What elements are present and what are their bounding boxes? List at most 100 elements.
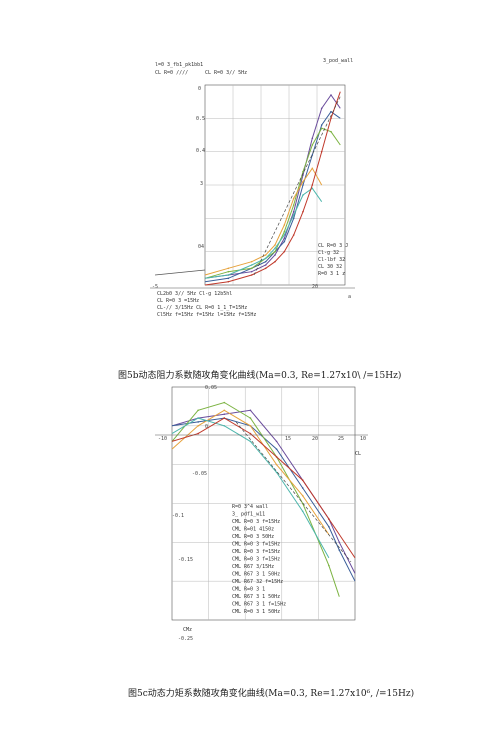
series-point bbox=[330, 117, 332, 120]
series-point bbox=[274, 260, 276, 263]
top-left-label: CL R=0 //// bbox=[155, 70, 188, 76]
legend-entry-bottom: Cl5Hz f=15Hz f=15Hz l=15Hz f=15Hz bbox=[157, 312, 256, 318]
legend-entry: CML R67 3 1 50Hz bbox=[232, 572, 280, 578]
series-point bbox=[249, 425, 252, 427]
series-line-2 bbox=[204, 111, 341, 283]
series-point bbox=[275, 471, 278, 474]
legend-entry: CML R67 3 1 50Hz bbox=[232, 594, 280, 600]
series-point bbox=[311, 144, 314, 146]
series-point bbox=[283, 250, 286, 253]
tick-label: -0.15 bbox=[178, 557, 193, 563]
series-point bbox=[227, 267, 230, 270]
series-point bbox=[223, 417, 226, 419]
caption-2: 图5c动态力矩系数随攻角变化曲线(Ma=0.3, Re=1.27x10⁶, /=… bbox=[128, 689, 415, 699]
series-point bbox=[301, 487, 304, 489]
chart-2: 0.05 0 -10 15 20 25 10 -0.05 -0.1 -0.15 -0.25 CMz CL… bbox=[155, 385, 368, 642]
series-point bbox=[320, 150, 323, 153]
series-point bbox=[301, 510, 304, 513]
series-point bbox=[250, 260, 253, 263]
tick-label: 20 bbox=[312, 284, 318, 290]
series-point bbox=[292, 204, 295, 206]
tick-label: -0.05 bbox=[192, 471, 207, 477]
series-point bbox=[338, 541, 341, 544]
series-point bbox=[250, 270, 253, 273]
series-point bbox=[223, 425, 226, 427]
lead-in-line bbox=[154, 269, 206, 276]
tick-label: 0.05 bbox=[205, 385, 217, 391]
series-point bbox=[301, 479, 304, 481]
series-point bbox=[227, 274, 230, 276]
series-point bbox=[274, 254, 276, 256]
top-left-label: l=0 3_fb1_pk1bb1 bbox=[155, 62, 203, 68]
tick-label: 20 bbox=[312, 436, 318, 442]
series-point bbox=[250, 267, 253, 270]
caption-1: 图5b动态阻力系数随攻角变化曲线(Ma=0.3, Re=1.27x10\ /=1… bbox=[118, 371, 402, 381]
series-point bbox=[311, 137, 314, 140]
legend-entry: CML R=0 3 1 50Hz bbox=[232, 609, 280, 615]
series-point bbox=[197, 421, 199, 423]
tick-label: 04 bbox=[198, 244, 204, 250]
series-point bbox=[227, 280, 230, 283]
series-line-6 bbox=[171, 417, 356, 559]
reference-dashed-line bbox=[235, 421, 352, 562]
tick-label: -0.1 bbox=[172, 513, 184, 519]
tick-label: 0.4 bbox=[196, 148, 205, 154]
legend-entry-bottom: CL-// 3/15Hz CL R=0 1_1_T=15Hz bbox=[157, 305, 247, 311]
tick-label: 0 bbox=[205, 424, 208, 430]
series-point bbox=[320, 124, 323, 126]
legend-entry: CML R=0 3 f=15Hz bbox=[232, 557, 280, 563]
tick-label: -0.25 bbox=[178, 636, 193, 642]
legend-entry: CML R=0 3 f=15Hz bbox=[232, 542, 280, 548]
series-point bbox=[302, 180, 304, 183]
tick-label: 15 bbox=[285, 436, 291, 442]
chart-1: 0 0.5 0.4 3 04 -5 20 a 3_pod_wall l=0 3_fb1_pk1bb… bbox=[150, 58, 355, 318]
legend-entry: CML R67 32 f=15Hz bbox=[232, 579, 283, 585]
series-point bbox=[330, 110, 332, 113]
series-line-3 bbox=[171, 401, 340, 597]
series-line-6 bbox=[204, 91, 341, 286]
tick-label: 10 bbox=[360, 436, 366, 442]
series-point bbox=[292, 210, 295, 213]
tick-label: 0.5 bbox=[196, 116, 205, 122]
series-point bbox=[264, 260, 267, 263]
legend-entry: CML R=01 4150z bbox=[232, 527, 274, 533]
series-point bbox=[250, 274, 253, 276]
legend-entry-right: Cl-g 32 bbox=[318, 250, 339, 256]
series-point bbox=[223, 401, 226, 404]
series-point bbox=[264, 264, 267, 266]
legend-entry-right: CL R=0 3 J bbox=[318, 243, 348, 249]
series-point bbox=[328, 526, 330, 528]
series-point bbox=[301, 494, 304, 497]
series-point bbox=[302, 194, 304, 196]
series-point bbox=[249, 432, 252, 435]
series-point bbox=[197, 417, 199, 419]
series-point bbox=[249, 409, 252, 412]
series-point bbox=[292, 234, 295, 236]
series-point bbox=[302, 184, 304, 186]
series-point bbox=[311, 184, 314, 186]
series-point bbox=[274, 250, 276, 253]
series-point bbox=[264, 267, 267, 270]
top-label: 3_pod_wall bbox=[323, 58, 353, 64]
legend-entry: CML R=0 3 f=15Hz bbox=[232, 549, 280, 555]
legend-entry: CML R=0 3 1 bbox=[232, 587, 265, 593]
series-point bbox=[292, 217, 295, 220]
series-point bbox=[283, 230, 286, 233]
series-point bbox=[274, 244, 276, 246]
series-point bbox=[197, 409, 199, 412]
series-point bbox=[330, 94, 332, 96]
legend-entry-bottom: CL R=0 3 =15Hz bbox=[157, 298, 199, 304]
legend-entry: CML R=0 3 f=15Hz bbox=[232, 519, 280, 525]
series-point bbox=[283, 224, 286, 226]
legend-entry-bottom: CL2b0 3// 5Hz Cl-g 12b5hl bbox=[157, 291, 232, 297]
series-point bbox=[292, 197, 295, 200]
series-point bbox=[328, 564, 330, 567]
legend-entry: CML R67 3/15Hz bbox=[232, 564, 274, 570]
series-point bbox=[223, 409, 226, 412]
series-point bbox=[249, 417, 252, 419]
series-point bbox=[264, 254, 267, 256]
series-point bbox=[302, 210, 304, 213]
series-point bbox=[275, 456, 278, 458]
series-point bbox=[330, 130, 332, 133]
series-point bbox=[275, 448, 278, 450]
